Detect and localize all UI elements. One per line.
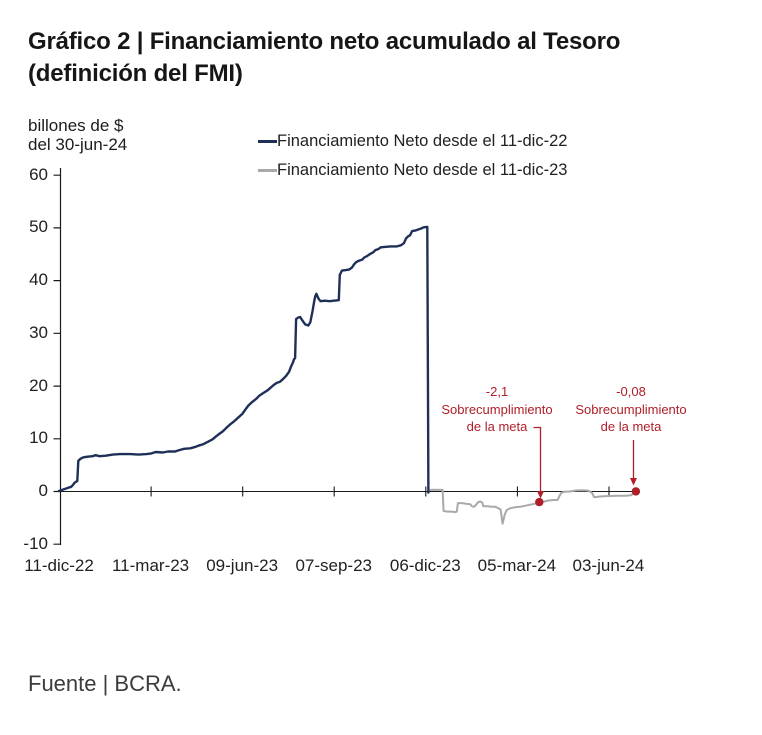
source-caption: Fuente | BCRA. — [28, 671, 182, 696]
y-tick-label: 40 — [29, 270, 48, 290]
y-tick-label: -10 — [23, 533, 48, 553]
y-tick-label: 0 — [38, 481, 48, 500]
annotation-2-value: -0,08 — [616, 384, 646, 399]
target-marker-2 — [631, 487, 641, 496]
target-marker-1 — [535, 497, 544, 507]
y-axis — [53, 168, 62, 545]
annotation-1-value: -2,1 — [485, 384, 509, 399]
series-line-1 — [57, 225, 430, 494]
annotation-1-line2: Sobrecumplimiento — [441, 401, 553, 417]
y-tick-label: 30 — [29, 322, 48, 342]
legend-item-desde-11-dic-22: Financiamiento Neto desde el 11-dic-22 — [258, 127, 567, 156]
y-axis-unit-line1: billones de $ — [28, 116, 124, 135]
legend-label-desde-11-dic-23: Financiamiento Neto desde el 11-dic-23 — [277, 161, 568, 179]
x-tick-label: 05-mar-24 — [477, 556, 557, 575]
x-tick-label: 11-mar-23 — [111, 556, 190, 575]
y-axis-unit-label: billones de $ del 30-jun-24 — [28, 116, 127, 154]
x-tick-label: 07-sep-23 — [295, 556, 372, 575]
y-tick-label: 50 — [29, 217, 48, 237]
x-tick-label: 09-jun-23 — [206, 556, 279, 575]
annotation-arrowhead-2 — [630, 478, 637, 486]
y-tick-label: 60 — [29, 164, 48, 184]
y-tick-label: 10 — [29, 428, 48, 448]
annotation-2-line3: de la meta — [600, 419, 662, 434]
x-tick-label: 06-dic-23 — [389, 556, 461, 575]
chart-title-line2: (definición del FMI) — [28, 60, 243, 87]
chart-title-line1: Gráfico 2 | Financiamiento neto acumulad… — [28, 28, 621, 55]
series-line-2 — [429, 488, 637, 525]
annotation-arrowhead-1 — [537, 491, 544, 499]
annotation-1-line3: de la meta — [466, 419, 528, 434]
x-tick-label: 03-jun-24 — [572, 556, 645, 575]
y-axis-unit-line2: del 30-jun-24 — [28, 135, 128, 154]
legend-line-swatch-navy — [258, 140, 277, 143]
legend-item-desde-11-dic-23: Financiamiento Neto desde el 11-dic-23 — [258, 156, 567, 185]
legend-line-swatch-gray — [258, 169, 277, 172]
y-tick-label: 20 — [29, 375, 48, 395]
legend: Financiamiento Neto desde el 11-dic-22 F… — [258, 127, 567, 185]
annotation-sobrecumplimiento-meta-2: -0,08 Sobrecumplimiento de la meta — [551, 383, 711, 436]
annotation-sobrecumplimiento-meta-1: -2,1 Sobrecumplimiento de la meta — [417, 383, 577, 436]
legend-label-desde-11-dic-22: Financiamiento Neto desde el 11-dic-22 — [277, 132, 568, 150]
annotation-arrow-1 — [533, 426, 542, 492]
chart-title: Gráfico 2 | Financiamiento neto acumulad… — [28, 26, 620, 90]
annotation-2-line2: Sobrecumplimiento — [575, 401, 687, 417]
x-tick-label: 11-dic-22 — [24, 556, 94, 575]
x-axis-zero-line — [60, 486, 636, 497]
